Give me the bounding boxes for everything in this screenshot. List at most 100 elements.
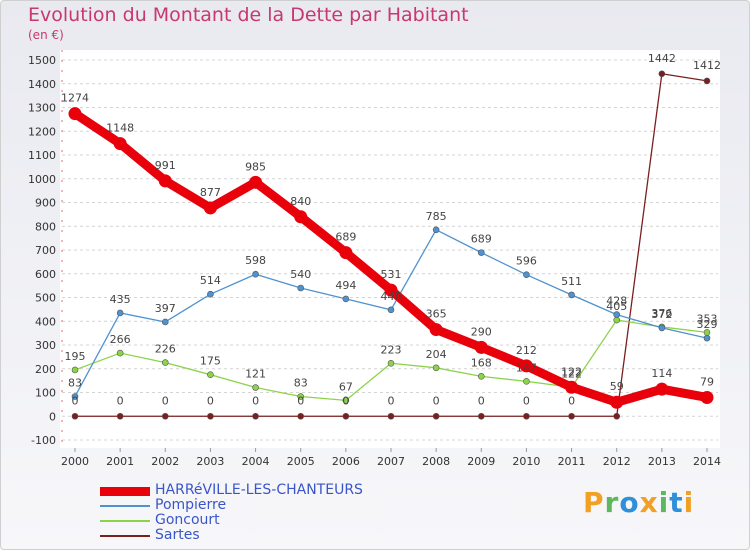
data-label: 598 [245, 254, 266, 267]
x-tick-label: 2007 [377, 455, 405, 468]
data-label: 0 [478, 394, 485, 407]
x-tick-label: 2004 [242, 455, 270, 468]
data-point [342, 397, 350, 404]
data-point [700, 390, 714, 404]
data-point [342, 412, 350, 420]
data-point [252, 412, 259, 420]
data-label: 1274 [61, 92, 89, 105]
data-point [207, 412, 214, 420]
data-label: 991 [155, 159, 176, 172]
y-tick-label: 800 [35, 220, 56, 233]
data-point [161, 412, 169, 420]
data-label: 840 [290, 195, 311, 208]
data-label: 877 [200, 186, 221, 199]
data-point [203, 201, 217, 215]
data-label: 494 [335, 279, 356, 292]
data-label: 397 [155, 302, 176, 315]
data-point [116, 309, 124, 317]
y-tick-label: 1500 [28, 54, 56, 67]
y-tick-label: 1200 [28, 125, 56, 138]
data-point [613, 412, 621, 420]
logo-letter: i [683, 486, 695, 519]
y-tick-label: 700 [35, 244, 56, 257]
data-label: 122 [561, 367, 582, 380]
data-label: 212 [516, 344, 537, 357]
data-label: 168 [471, 356, 492, 369]
data-point [613, 316, 621, 324]
data-point [474, 340, 488, 354]
plot-area [60, 50, 720, 448]
data-point [523, 378, 530, 385]
data-point [477, 373, 485, 380]
x-tick-label: 2000 [61, 455, 89, 468]
data-label: 114 [651, 367, 672, 380]
data-point [207, 290, 214, 298]
data-label: 0 [162, 394, 169, 407]
x-tick-label: 2012 [603, 455, 631, 468]
data-label: 0 [117, 394, 124, 407]
data-point [432, 412, 440, 420]
data-label: 540 [290, 268, 311, 281]
data-label: 405 [606, 300, 627, 313]
data-point [71, 412, 79, 420]
x-tick-label: 2005 [287, 455, 315, 468]
legend-label: Sartes [155, 527, 200, 543]
legend-label: Pompierre [155, 497, 227, 513]
x-tick-label: 2011 [558, 455, 586, 468]
data-point [297, 412, 305, 420]
data-label: 59 [610, 380, 624, 393]
data-label: 290 [471, 325, 492, 338]
x-tick-label: 2002 [151, 455, 179, 468]
data-label: 0 [72, 394, 79, 407]
legend-label: HARRéVILLE-LES-CHANTEURS [155, 482, 363, 498]
proxiti-logo: Proxiti [583, 486, 694, 519]
legend-swatch [100, 486, 150, 496]
data-point [477, 249, 485, 256]
data-label: 365 [426, 308, 447, 321]
data-point [161, 318, 169, 326]
y-tick-label: 600 [35, 268, 56, 281]
data-label: 435 [110, 293, 131, 306]
data-point [207, 371, 214, 378]
legend-swatch [100, 505, 150, 507]
y-tick-label: 1100 [28, 149, 56, 162]
data-label: 531 [381, 268, 402, 281]
data-label: 147 [516, 361, 537, 374]
y-tick-label: 100 [35, 387, 56, 400]
data-point [339, 246, 353, 260]
data-point [655, 382, 669, 396]
y-tick-label: 900 [35, 197, 56, 210]
data-point [297, 393, 305, 400]
data-point [71, 366, 79, 374]
data-point [252, 384, 259, 391]
data-label: 1442 [648, 52, 676, 65]
data-label: 596 [516, 255, 537, 268]
data-point [703, 334, 711, 342]
data-label: 0 [433, 394, 440, 407]
data-label: 689 [471, 233, 492, 246]
data-point [432, 226, 440, 234]
data-label: 0 [297, 394, 304, 407]
data-point [565, 380, 579, 394]
data-label: 785 [426, 210, 447, 223]
data-point [523, 412, 530, 420]
data-label: 0 [207, 394, 214, 407]
data-point [658, 324, 666, 332]
data-point [68, 107, 82, 121]
data-label: 79 [700, 375, 714, 388]
logo-letter: x [639, 486, 659, 519]
data-label: 0 [523, 394, 530, 407]
data-label: 0 [388, 394, 395, 407]
data-point [387, 412, 395, 420]
x-tick-label: 2003 [196, 455, 224, 468]
data-label: 266 [110, 333, 131, 346]
data-point [297, 284, 305, 292]
y-tick-label: 300 [35, 339, 56, 352]
data-label: 67 [339, 380, 353, 393]
data-label: 83 [294, 377, 308, 390]
data-point [113, 137, 127, 151]
data-label: 448 [381, 290, 402, 303]
data-point [387, 306, 395, 314]
data-label: 121 [245, 368, 266, 381]
